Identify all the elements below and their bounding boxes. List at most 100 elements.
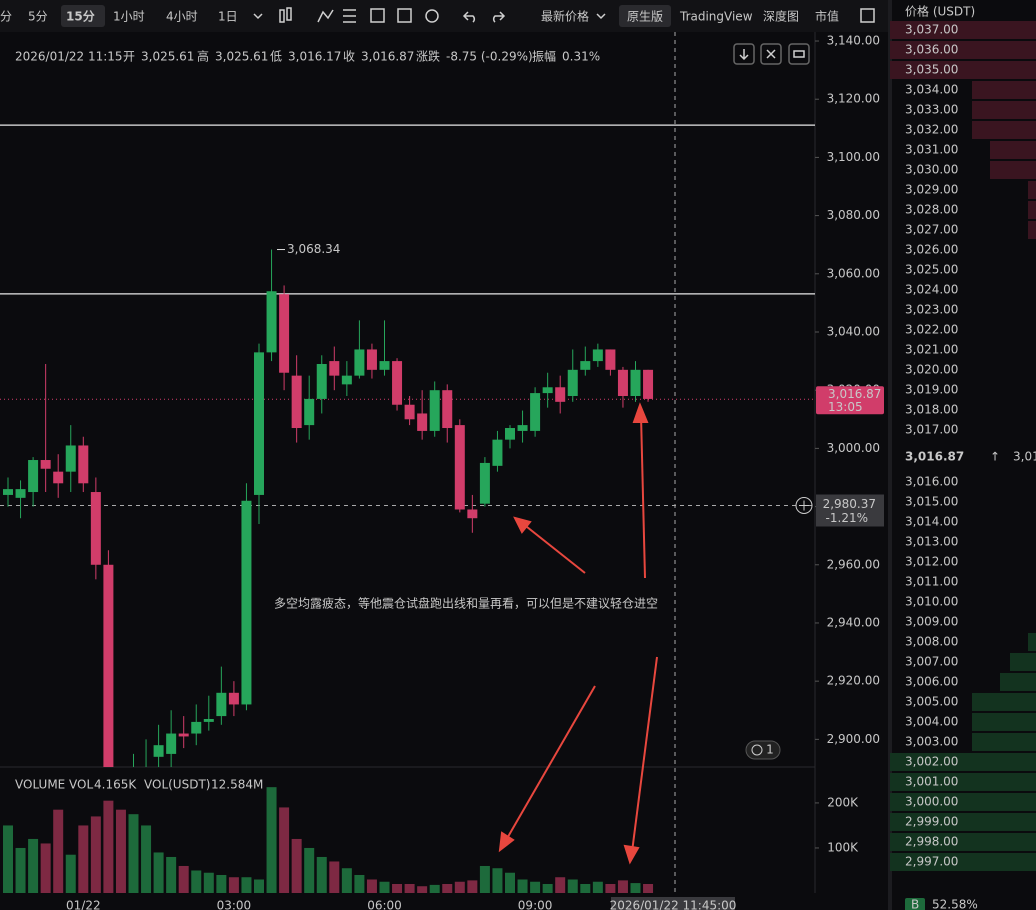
- view-tab[interactable]: 深度图: [763, 9, 799, 24]
- view-tab[interactable]: TradingView: [679, 10, 753, 24]
- volume-bar: [103, 800, 114, 893]
- volume-bar: [417, 886, 428, 893]
- ohlc-label: 涨跌: [416, 49, 440, 64]
- candle-body: [153, 745, 164, 757]
- redo-icon[interactable]: [492, 11, 506, 23]
- indicator-icon[interactable]: [317, 9, 334, 23]
- arrow: [504, 685, 596, 843]
- volume-bar: [304, 847, 315, 893]
- interval-tab[interactable]: 4小时: [166, 10, 198, 24]
- reset-button[interactable]: [788, 43, 810, 65]
- dropdown-icon[interactable]: [253, 13, 263, 20]
- ohlc-label: 振幅: [532, 49, 556, 64]
- dropdown-icon[interactable]: [596, 13, 606, 20]
- orderbook-price: 3,031.00: [905, 143, 958, 157]
- orderbook-price: 3,008.00: [905, 635, 958, 649]
- candle-body: [166, 733, 177, 754]
- depth-bar: [972, 693, 1036, 711]
- view-tab[interactable]: 原生版: [627, 10, 663, 24]
- candle-body: [354, 349, 365, 376]
- interval-tab[interactable]: 5分: [28, 10, 48, 24]
- orderbook-price: 2,999.00: [905, 815, 958, 829]
- candle-body: [643, 369, 654, 399]
- volume-bar: [492, 868, 503, 893]
- volume-bar: [530, 881, 541, 893]
- volume-bar: [467, 880, 478, 893]
- fullscreen-icon[interactable]: [860, 8, 875, 23]
- alert-marker[interactable]: [745, 740, 781, 760]
- toolbar: [0, 0, 888, 32]
- candle-body: [517, 425, 528, 431]
- volume-bar: [429, 884, 440, 893]
- volume-bar: [203, 872, 214, 893]
- orderbook-price: 2,998.00: [905, 835, 958, 849]
- x-tick-label: 09:00: [518, 899, 553, 910]
- orderbook-price: 3,011.00: [905, 575, 958, 589]
- candle-body: [479, 462, 490, 504]
- orderbook-price: 2,997.00: [905, 855, 958, 869]
- volume-bar: [605, 883, 616, 893]
- mid-arrow: ↑: [990, 450, 1000, 464]
- ratio-badge: [905, 898, 925, 910]
- depth-bar: [890, 833, 1036, 851]
- arrow: [521, 522, 586, 574]
- add-alert[interactable]: [795, 497, 813, 515]
- candle-body: [254, 352, 264, 495]
- collapse-button[interactable]: [760, 43, 782, 65]
- candle-icon[interactable]: [286, 7, 292, 21]
- candle-icon[interactable]: [279, 9, 285, 23]
- depth-bar: [990, 161, 1036, 179]
- crosshair-label: 2,980.37: [823, 497, 876, 511]
- orderbook-price: 3,012.00: [905, 555, 958, 569]
- orderbook-price: 3,028.00: [905, 203, 958, 217]
- crosshair-tag: [816, 494, 884, 527]
- crosshair-time-tag: [611, 897, 735, 910]
- depth-bar: [890, 793, 1036, 811]
- x-tick-label: 03:00: [217, 899, 252, 910]
- orderbook-price: 3,018.00: [905, 403, 958, 417]
- orderbook-price: 3,015.00: [905, 495, 958, 509]
- volume-bar: [241, 877, 252, 893]
- orderbook-price: 3,004.00: [905, 715, 958, 729]
- draw-icon[interactable]: [370, 8, 385, 23]
- volume-bar: [329, 861, 340, 893]
- list-icon[interactable]: [343, 9, 356, 23]
- orderbook-price: 3,026.00: [905, 243, 958, 257]
- depth-bar: [972, 81, 1036, 99]
- orderbook-price: 3,014.00: [905, 515, 958, 529]
- view-tab[interactable]: 市值: [815, 9, 839, 24]
- toolbar-icons[interactable]: [253, 7, 875, 65]
- volume-bar: [90, 816, 101, 893]
- template-icon[interactable]: [397, 8, 412, 23]
- orderbook-price: 3,010.00: [905, 595, 958, 609]
- ohlc-value: 3,025.61: [141, 50, 194, 64]
- active-view: [619, 5, 671, 27]
- orderbook-price: 3,027.00: [905, 223, 958, 237]
- candle-body: [191, 721, 202, 734]
- depth-bar: [1028, 201, 1036, 219]
- interval-tab[interactable]: 分: [0, 10, 12, 24]
- interval-tab[interactable]: 1日: [218, 10, 238, 24]
- legend-value: 4.165K: [94, 778, 137, 792]
- orderbook-price: 3,035.00: [905, 63, 958, 77]
- settings-icon[interactable]: [425, 9, 439, 23]
- candle-body: [316, 364, 327, 399]
- ratio-value: 52.58%: [932, 898, 978, 910]
- candle-body: [304, 398, 315, 426]
- orderbook-price: 3,024.00: [905, 283, 958, 297]
- alert-count: 1: [766, 743, 774, 757]
- candle-body: [28, 460, 39, 493]
- y-tick-label: 200K: [827, 795, 859, 809]
- interval-tab[interactable]: 15分: [66, 9, 95, 24]
- volume-bar: [266, 787, 277, 893]
- scroll-button[interactable]: [733, 43, 755, 65]
- y-tick-label: 100K: [827, 840, 859, 854]
- orderbook-price: 3,020.00: [905, 363, 958, 377]
- volume-bar: [40, 843, 51, 893]
- candle-body: [417, 413, 428, 431]
- undo-icon[interactable]: [462, 11, 476, 23]
- orderbook-price: 3,019.00: [905, 383, 958, 397]
- volume-title: VOLUME: [15, 778, 65, 792]
- interval-tab[interactable]: 1小时: [113, 10, 145, 24]
